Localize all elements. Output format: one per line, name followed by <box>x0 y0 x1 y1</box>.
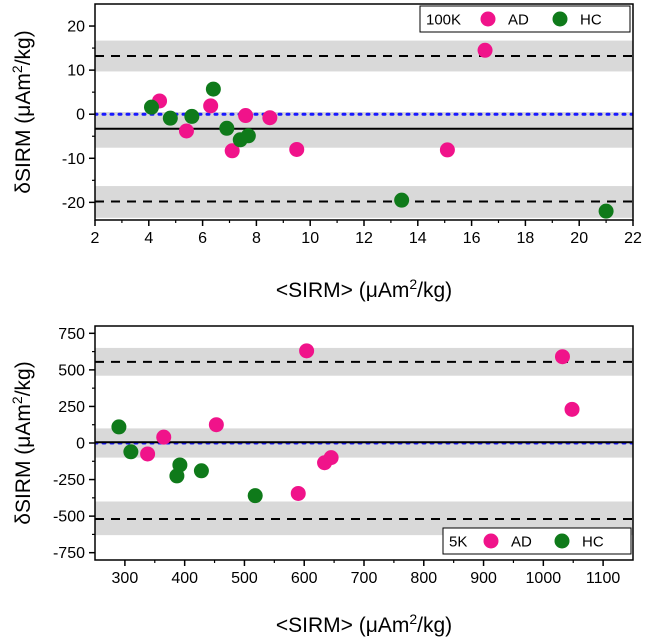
x-tick-label: 900 <box>470 570 497 587</box>
y-axis-title-part: δSIRM (μAm <box>12 404 35 525</box>
y-axis-title-part: δSIRM (μAm <box>12 73 35 194</box>
y-axis-title: δSIRM (μAm2/kg) <box>9 361 35 524</box>
x-axis-title-part: /kg) <box>417 279 452 302</box>
y-axis-title-part: /kg) <box>12 361 35 396</box>
x-tick-label: 1100 <box>586 570 621 587</box>
y-tick-label: -20 <box>62 195 85 212</box>
x-tick-label: 700 <box>351 570 378 587</box>
legend-panel-label: 100K <box>426 12 461 29</box>
x-tick-label: 16 <box>463 230 481 247</box>
data-point-ad <box>140 446 156 462</box>
data-point-ad <box>289 141 305 157</box>
data-point-ad <box>208 417 224 433</box>
y-tick-label: 0 <box>76 107 85 124</box>
y-tick-label: 500 <box>58 362 85 379</box>
data-point-hc <box>111 419 127 435</box>
data-point-hc <box>247 488 263 504</box>
x-axis-title-part: /kg) <box>417 614 452 637</box>
x-tick-label: 600 <box>291 570 318 587</box>
legend-box <box>419 5 631 33</box>
legend-label-ad: AD <box>511 534 532 551</box>
x-axis-title-superscript: 2 <box>409 276 417 292</box>
data-point-hc <box>219 120 235 136</box>
data-point-ad <box>439 142 455 158</box>
y-tick-label: -250 <box>53 472 85 489</box>
legend-label-ad: AD <box>508 12 529 29</box>
data-point-hc <box>143 99 159 115</box>
legend-label-hc: HC <box>580 12 602 29</box>
x-tick-label: 500 <box>231 570 258 587</box>
y-tick-label: -10 <box>62 151 85 168</box>
x-axis-title: <SIRM> (μAm2/kg) <box>276 276 452 302</box>
x-tick-label: 4 <box>144 230 153 247</box>
y-tick-label: 0 <box>76 436 85 453</box>
legend-box <box>442 527 632 555</box>
y-tick-label: 10 <box>67 63 85 80</box>
y-tick-label: 750 <box>58 326 85 343</box>
y-tick-label: 250 <box>58 399 85 416</box>
legend-panel-label: 5K <box>449 534 467 551</box>
y-tick-label: -750 <box>53 545 85 562</box>
x-axis-title-part: <SIRM> (μAm <box>276 279 409 302</box>
y-axis-title-superscript: 2 <box>9 396 25 404</box>
data-point-hc <box>184 108 200 124</box>
data-point-hc <box>123 444 139 460</box>
x-tick-label: 10 <box>301 230 319 247</box>
x-tick-label: 1000 <box>526 570 562 587</box>
x-tick-label: 12 <box>355 230 373 247</box>
data-point-ad <box>323 450 339 466</box>
y-axis-title-superscript: 2 <box>9 65 25 73</box>
data-point-ad <box>554 349 570 365</box>
x-tick-label: 800 <box>410 570 437 587</box>
plot-area <box>95 343 633 536</box>
x-tick-label: 14 <box>409 230 427 247</box>
data-point-ad <box>564 401 580 417</box>
legend-label-hc: HC <box>582 534 604 551</box>
x-tick-label: 2 <box>91 230 100 247</box>
y-axis-title: δSIRM (μAm2/kg) <box>9 30 35 193</box>
x-axis-title: <SIRM> (μAm2/kg) <box>276 611 452 637</box>
chart-panel-5k: 300 400 500 600 700 800 900 1000 1100 -750 -500 -25… <box>9 325 634 637</box>
data-point-hc <box>598 203 614 219</box>
x-tick-label: 20 <box>570 230 588 247</box>
x-tick-label: 8 <box>252 230 261 247</box>
data-point-hc <box>240 128 256 144</box>
x-axis-title-part: <SIRM> (μAm <box>276 614 409 637</box>
data-point-ad <box>299 343 315 359</box>
x-tick-label: 22 <box>624 230 642 247</box>
legend-marker-hc <box>552 11 568 27</box>
data-point-ad <box>290 485 306 501</box>
legend-marker-ad <box>480 11 496 27</box>
x-tick-label: 400 <box>171 570 198 587</box>
data-point-hc <box>172 457 188 473</box>
data-point-ad <box>156 429 172 445</box>
data-point-hc <box>193 463 209 479</box>
x-tick-label: 300 <box>112 570 139 587</box>
data-point-hc <box>394 192 410 208</box>
y-axis-title-part: /kg) <box>12 30 35 65</box>
legend: 5K AD HC <box>442 527 632 555</box>
legend-marker-ad <box>483 533 499 549</box>
y-tick-label: -500 <box>53 509 85 526</box>
data-point-ad <box>178 123 194 139</box>
data-point-ad <box>203 98 219 114</box>
plot-area <box>95 40 633 219</box>
legend-marker-hc <box>554 533 570 549</box>
data-point-ad <box>477 42 493 58</box>
data-point-hc <box>205 81 221 97</box>
data-point-hc <box>162 110 178 126</box>
data-point-ad <box>224 143 240 159</box>
data-point-ad <box>262 110 278 126</box>
x-axis-title-superscript: 2 <box>409 611 417 627</box>
legend: 100K AD HC <box>419 5 631 33</box>
y-tick-label: 20 <box>67 19 85 36</box>
data-point-ad <box>238 108 254 124</box>
x-tick-label: 6 <box>198 230 207 247</box>
x-tick-label: 18 <box>517 230 535 247</box>
